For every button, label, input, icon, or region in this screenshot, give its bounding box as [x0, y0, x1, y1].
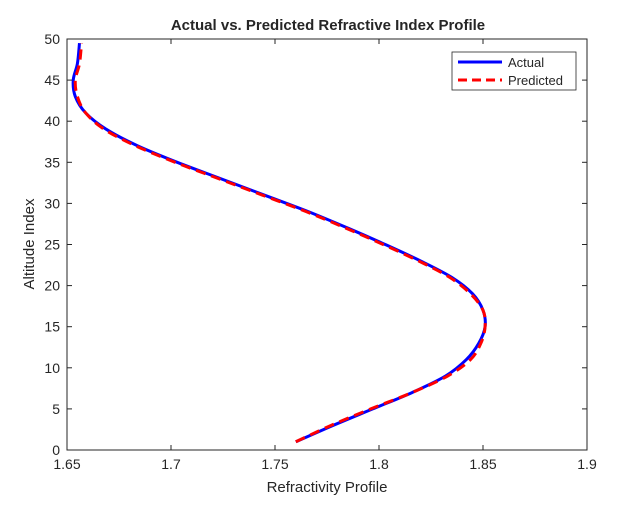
- y-tick-label: 10: [44, 360, 60, 376]
- chart-title: Actual vs. Predicted Refractive Index Pr…: [171, 17, 485, 34]
- legend: Actual Predicted: [452, 52, 576, 90]
- plot-area: [67, 39, 587, 450]
- x-tick-label: 1.75: [261, 456, 288, 472]
- x-tick-label: 1.85: [469, 456, 496, 472]
- y-tick-label: 15: [44, 319, 60, 335]
- y-tick-label: 20: [44, 278, 60, 294]
- y-tick-label: 5: [52, 401, 60, 417]
- x-axis-label: Refractivity Profile: [267, 479, 388, 496]
- y-tick-label: 40: [44, 113, 60, 129]
- x-tick-label: 1.9: [577, 456, 597, 472]
- x-tick-label: 1.7: [161, 456, 181, 472]
- y-tick-label: 25: [44, 237, 60, 253]
- legend-predicted-label: Predicted: [508, 73, 563, 88]
- y-tick-label: 35: [44, 154, 60, 170]
- x-tick-label: 1.65: [53, 456, 80, 472]
- legend-actual-label: Actual: [508, 55, 544, 70]
- x-tick-label: 1.8: [369, 456, 389, 472]
- y-tick-label: 0: [52, 442, 60, 458]
- y-tick-label: 45: [44, 72, 60, 88]
- y-tick-label: 50: [44, 31, 60, 47]
- y-tick-label: 30: [44, 195, 60, 211]
- y-axis-label: Altitude Index: [21, 198, 38, 289]
